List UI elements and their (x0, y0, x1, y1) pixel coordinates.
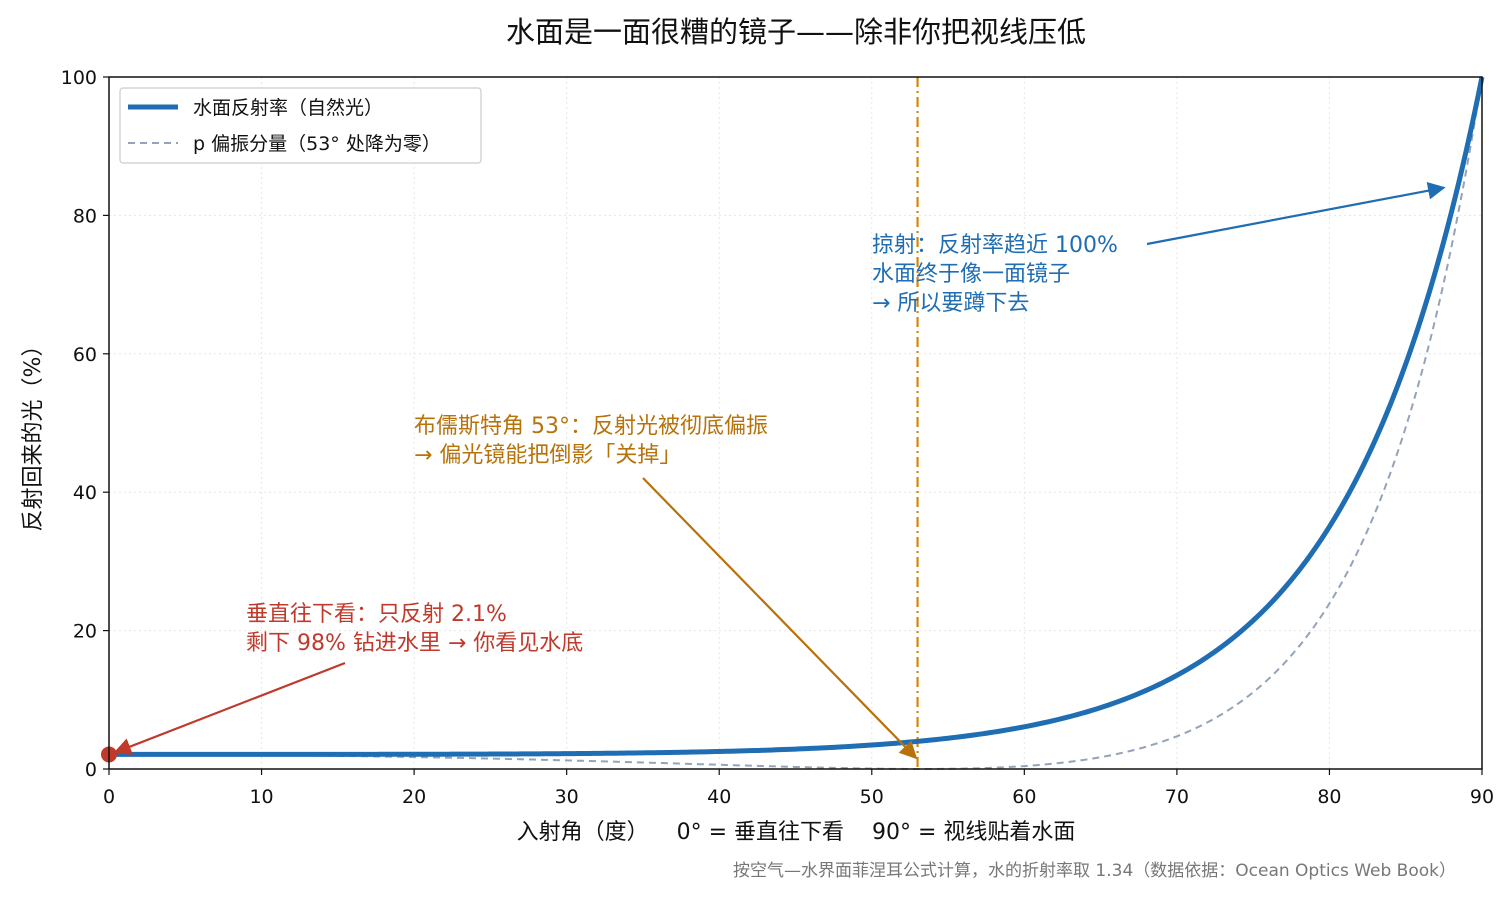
y-tick-label: 100 (61, 67, 97, 89)
annotation-grazing-line: → 所以要蹲下去 (872, 291, 1029, 316)
y-tick-label: 40 (73, 482, 97, 504)
plot-frame (108, 76, 1483, 770)
y-tick-label: 20 (73, 621, 97, 643)
y-tick-label: 0 (85, 759, 97, 781)
y-tick-label: 80 (73, 205, 97, 227)
annotation-grazing-text: 掠射：反射率趋近 100% 水面终于像一面镜子 → 所以要蹲下去 (872, 233, 1118, 316)
annotation-grazing-arrow (1146, 182, 1446, 246)
series-reflectance-line (109, 76, 1485, 757)
x-tick-label: 10 (249, 786, 273, 808)
x-tick-label: 60 (1012, 786, 1036, 808)
legend: 水面反射率（自然光） p 偏振分量（53° 处降为零） (119, 87, 482, 164)
x-tick-label: 90 (1470, 786, 1494, 808)
annotation-grazing-line: 掠射：反射率趋近 100% (872, 233, 1118, 258)
annotation-grazing: 掠射：反射率趋近 100% 水面终于像一面镜子 → 所以要蹲下去 (872, 182, 1446, 316)
annotation-normal-text: 垂直往下看：只反射 2.1% 剩下 98% 钻进水里 → 你看见水底 (246, 602, 583, 656)
x-tick-label: 70 (1165, 786, 1189, 808)
legend-label-p-polarized: p 偏振分量（53° 处降为零） (193, 133, 441, 155)
annotation-normal-arrow (113, 661, 346, 755)
legend-box (119, 87, 482, 164)
x-tick-label: 20 (402, 786, 426, 808)
annotation-brewster-line: 布儒斯特角 53°：反射光被彻底偏振 (414, 414, 768, 439)
y-ticks: 0 20 40 60 80 100 (61, 67, 109, 781)
x-tick-label: 30 (555, 786, 579, 808)
annotation-normal-line: 垂直往下看：只反射 2.1% (246, 602, 507, 627)
source-note: 按空气—水界面菲涅耳公式计算，水的折射率取 1.34（数据依据：Ocean Op… (733, 861, 1456, 881)
x-tick-label: 50 (860, 786, 884, 808)
x-ticks: 0 10 20 30 40 50 60 70 80 90 (103, 769, 1494, 808)
annotation-brewster-line: → 偏光镜能把倒影「关掉」 (414, 443, 681, 468)
annotation-normal-line: 剩下 98% 钻进水里 → 你看见水底 (246, 631, 583, 656)
x-axis-label: 入射角（度） 0° = 垂直往下看 90° = 视线贴着水面 (517, 820, 1076, 845)
annotation-brewster: 布儒斯特角 53°：反射光被彻底偏振 → 偏光镜能把倒影「关掉」 (414, 414, 918, 760)
chart-title: 水面是一面很糟的镜子——除非你把视线压低 (506, 15, 1086, 49)
y-axis-label: 反射回来的光（%） (21, 335, 46, 532)
x-tick-label: 0 (103, 786, 115, 808)
grid (109, 77, 1482, 769)
annotation-brewster-text: 布儒斯特角 53°：反射光被彻底偏振 → 偏光镜能把倒影「关掉」 (414, 414, 768, 468)
legend-label-reflectance: 水面反射率（自然光） (193, 97, 383, 119)
x-tick-label: 40 (707, 786, 731, 808)
annotation-normal: 垂直往下看：只反射 2.1% 剩下 98% 钻进水里 → 你看见水底 (113, 602, 583, 755)
x-tick-label: 80 (1317, 786, 1341, 808)
annotation-brewster-arrow (642, 477, 918, 760)
y-tick-label: 60 (73, 344, 97, 366)
annotation-grazing-line: 水面终于像一面镜子 (872, 262, 1070, 287)
series-layer (101, 76, 1485, 770)
series-p-polarized-line (109, 76, 1483, 770)
